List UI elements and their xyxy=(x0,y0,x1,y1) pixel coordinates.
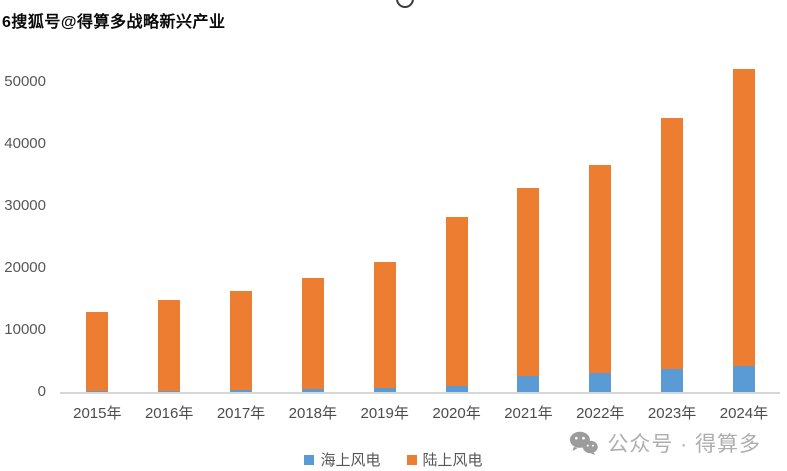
legend-label-offshore: 海上风电 xyxy=(320,452,381,469)
bar-segment-offshore xyxy=(301,389,324,392)
bar-2016年 xyxy=(158,299,181,392)
y-tick-label: 30000 xyxy=(4,197,46,214)
y-tick-label: 10000 xyxy=(4,321,46,338)
bar-segment-offshore xyxy=(732,366,755,392)
watermark-wechat: 公众号 · 得算多 xyxy=(569,428,761,458)
x-category-label: 2018年 xyxy=(288,405,338,422)
bar-segment-offshore xyxy=(589,373,612,392)
bar-2022年 xyxy=(589,165,612,392)
wechat-icon xyxy=(570,431,599,455)
bar-2019年 xyxy=(373,261,396,392)
legend-item-onshore: 陆上风电 xyxy=(406,449,483,470)
bar-segment-onshore xyxy=(732,69,755,367)
bar-2021年 xyxy=(517,188,540,392)
y-tick-label: 20000 xyxy=(4,259,46,276)
watermark-sohu-text: 6搜狐号@得算多战略新兴产业 xyxy=(2,14,226,31)
bar-segment-onshore xyxy=(86,312,109,392)
bar-segment-offshore xyxy=(158,390,181,392)
bar-segment-offshore xyxy=(230,390,252,392)
bar-segment-offshore xyxy=(86,391,109,392)
bar-2024年 xyxy=(732,69,755,392)
bar-segment-offshore xyxy=(373,388,396,392)
bar-2020年 xyxy=(445,217,468,392)
bar-2015年 xyxy=(86,312,109,392)
bar-segment-onshore xyxy=(661,118,684,369)
bar-segment-onshore xyxy=(445,217,468,387)
cropped-title-circle xyxy=(396,0,414,8)
bar-segment-onshore xyxy=(589,165,612,374)
x-category-label: 2020年 xyxy=(432,405,481,422)
x-category-label: 2024年 xyxy=(719,405,769,422)
watermark-wechat-text: 公众号 · 得算多 xyxy=(607,433,761,456)
x-category-label: 2019年 xyxy=(360,405,409,422)
x-category-label: 2016年 xyxy=(144,405,194,422)
bar-segment-offshore xyxy=(661,368,684,392)
x-axis-line xyxy=(60,392,780,394)
bar-2017年 xyxy=(230,290,252,392)
x-category-label: 2017年 xyxy=(216,405,266,422)
bar-segment-offshore xyxy=(517,375,540,392)
legend-label-onshore: 陆上风电 xyxy=(422,452,483,469)
bar-segment-onshore xyxy=(230,290,252,391)
bar-segment-offshore xyxy=(445,386,468,392)
bar-segment-onshore xyxy=(373,261,396,389)
bar-segment-onshore xyxy=(301,277,324,390)
legend-swatch-onshore-icon xyxy=(406,454,417,465)
chart-legend: 海上风电 陆上风电 xyxy=(0,449,787,470)
x-category-label: 2015年 xyxy=(73,405,122,422)
bar-2018年 xyxy=(301,277,324,392)
x-category-label: 2023年 xyxy=(647,405,697,422)
y-tick-label: 40000 xyxy=(4,135,46,152)
x-category-label: 2021年 xyxy=(504,405,553,422)
x-category-label: 2022年 xyxy=(576,405,625,422)
y-tick-label: 0 xyxy=(37,383,46,400)
bar-segment-onshore xyxy=(517,188,540,376)
y-tick-label: 50000 xyxy=(4,73,46,90)
bar-2023年 xyxy=(661,118,684,392)
bar-segment-onshore xyxy=(158,299,181,391)
legend-swatch-offshore-icon xyxy=(304,454,315,465)
legend-item-offshore: 海上风电 xyxy=(304,449,381,470)
